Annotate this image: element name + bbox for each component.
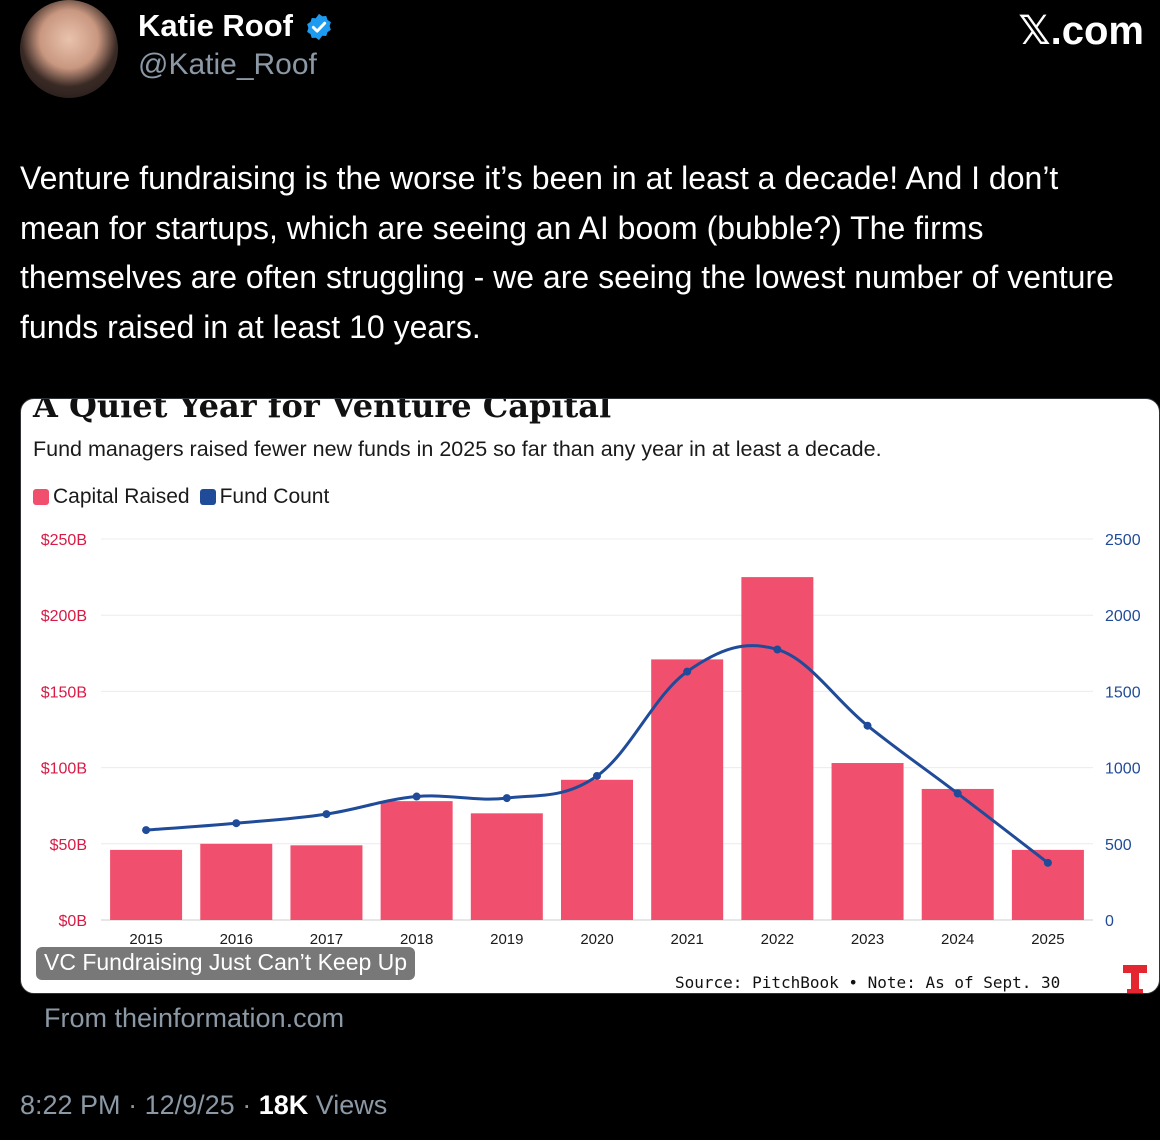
left-axis-tick-label: $0B [59, 913, 87, 930]
chart-subtitle: Fund managers raised fewer new funds in … [33, 437, 882, 461]
bar-capital-raised [110, 849, 183, 920]
x-axis-tick-label: 2023 [851, 931, 884, 948]
x-axis-tick-label: 2025 [1031, 931, 1064, 948]
chart-legend: Capital Raised Fund Count [33, 485, 339, 509]
point-fund-count [953, 789, 962, 798]
legend-swatch-capital [33, 489, 49, 505]
x-logo: 𝕏.com [1018, 9, 1144, 53]
right-axis-tick-label: 0 [1105, 913, 1114, 930]
x-axis-tick-label: 2017 [310, 931, 343, 948]
author-avatar[interactable] [20, 0, 118, 98]
tweet-text: Venture fundraising is the worse it’s be… [20, 160, 1114, 345]
bar-capital-raised [651, 659, 724, 920]
x-axis-tick-label: 2020 [580, 931, 613, 948]
point-fund-count [863, 721, 872, 730]
bar-capital-raised [921, 788, 994, 920]
source-note: Source: PitchBook • Note: As of Sept. 30 [675, 973, 1061, 992]
bar-capital-raised [200, 843, 273, 920]
chart-plot: $0B 0 $50B 500 $100B 1000 $150B 1500 $200B 2000 $2… [41, 532, 1141, 948]
x-axis-tick-label: 2019 [490, 931, 523, 948]
x-axis-tick-label: 2021 [670, 931, 703, 948]
left-axis-tick-label: $250B [41, 532, 87, 549]
point-fund-count [412, 792, 421, 801]
line-fund-count [145, 644, 1049, 865]
bar-capital-raised [741, 577, 814, 920]
right-axis-tick-label: 2000 [1105, 608, 1141, 625]
legend-item-fund-count: Fund Count [199, 485, 330, 509]
tweet-date[interactable]: 12/9/25 [144, 1090, 235, 1120]
author-name[interactable]: Katie Roof [138, 8, 293, 43]
legend-label-capital: Capital Raised [53, 485, 190, 508]
bar-capital-raised [561, 779, 633, 920]
chart-title: A Quiet Year for Venture Capital [33, 398, 612, 425]
legend-label-fund-count: Fund Count [219, 485, 330, 508]
bar-capital-raised [831, 763, 904, 920]
point-fund-count [142, 826, 151, 835]
tweet-time[interactable]: 8:22 PM [20, 1090, 121, 1120]
x-axis-tick-label: 2024 [941, 931, 974, 948]
meta-separator: · [128, 1090, 145, 1120]
right-axis-tick-label: 2500 [1105, 532, 1141, 549]
right-axis-tick-label: 500 [1105, 837, 1132, 854]
x-axis-tick-label: 2015 [129, 931, 162, 948]
left-axis-tick-label: $100B [41, 761, 87, 778]
right-axis-tick-label: 1500 [1105, 684, 1141, 701]
right-axis-tick-label: 1000 [1105, 761, 1141, 778]
legend-swatch-fund-count [199, 489, 216, 505]
tweet-meta: 8:22 PM · 12/9/25 · 18K Views [20, 1090, 387, 1121]
card-caption: VC Fundraising Just Can’t Keep Up [36, 947, 416, 980]
views-count: 18K [258, 1090, 309, 1120]
point-fund-count [322, 810, 331, 819]
bar-capital-raised [290, 845, 363, 920]
x-axis-tick-label: 2016 [220, 931, 253, 948]
verified-badge-icon [307, 13, 331, 41]
meta-separator: · [242, 1090, 259, 1120]
views-label: Views [315, 1090, 388, 1120]
point-fund-count [683, 667, 692, 676]
left-axis-tick-label: $150B [41, 684, 87, 701]
point-fund-count [1043, 858, 1052, 867]
left-axis-tick-label: $50B [50, 837, 87, 854]
the-information-logo-icon [1123, 965, 1147, 993]
left-axis-tick-label: $200B [41, 608, 87, 625]
card-source-link[interactable]: From theinformation.com [44, 1003, 345, 1033]
point-fund-count [232, 819, 241, 828]
bar-capital-raised [470, 813, 543, 920]
point-fund-count [593, 771, 601, 780]
bar-capital-raised [380, 801, 453, 920]
link-card[interactable]: A Quiet Year for Venture Capital Fund ma… [20, 398, 1160, 994]
point-fund-count [502, 794, 511, 803]
author-handle[interactable]: @Katie_Roof [138, 48, 317, 81]
x-axis-tick-label: 2022 [761, 931, 794, 948]
legend-item-capital: Capital Raised [33, 485, 190, 509]
x-axis-tick-label: 2018 [400, 931, 433, 948]
point-fund-count [773, 645, 782, 654]
